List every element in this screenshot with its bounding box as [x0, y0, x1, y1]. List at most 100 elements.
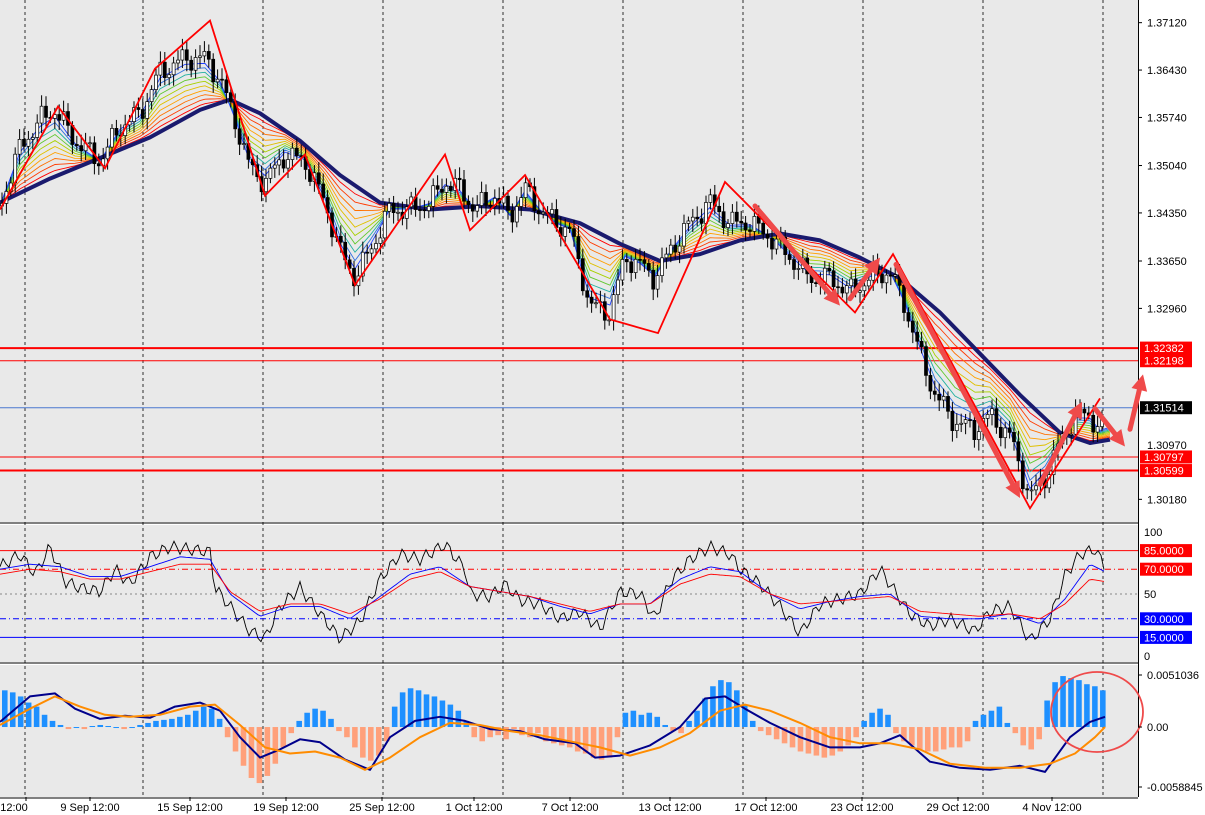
- candle-bullish: [426, 206, 431, 211]
- candle-bearish: [435, 185, 440, 190]
- macd-histogram-bar: [248, 727, 255, 778]
- trend-arrow-shaft: [893, 261, 1015, 487]
- candle-bearish: [1020, 460, 1025, 490]
- candle-bullish: [866, 279, 871, 287]
- price-level-tag-label: 1.30797: [1144, 452, 1184, 464]
- stochastic-level-tag: [1140, 630, 1192, 644]
- candle-bullish: [360, 251, 365, 277]
- candle-bearish: [827, 267, 832, 272]
- candle-bullish: [594, 302, 598, 305]
- candle-bearish: [457, 177, 462, 181]
- stochastic-level-tag: [1140, 562, 1192, 576]
- candle-bearish: [162, 61, 167, 78]
- candle-bullish: [633, 258, 638, 273]
- candle-bullish: [268, 167, 273, 179]
- macd-histogram-bar: [192, 710, 199, 728]
- candle-bearish: [765, 233, 770, 239]
- candle-bullish: [149, 89, 154, 103]
- candle-bullish: [550, 209, 554, 215]
- time-axis-label: 13 Oct 12:00: [639, 802, 702, 814]
- price-level-tag-label: 1.32198: [1144, 356, 1184, 368]
- macd-histogram-bar: [893, 727, 899, 734]
- candle-bullish: [849, 278, 854, 287]
- macd-histogram-bar: [503, 727, 509, 740]
- candle-bearish: [488, 204, 493, 207]
- macd-histogram-bar: [1020, 727, 1027, 746]
- candle-bullish: [26, 138, 31, 147]
- candle-bearish: [440, 188, 444, 193]
- macd-histogram-bar: [57, 724, 64, 728]
- macd-histogram-bar: [399, 692, 406, 728]
- macd-histogram-bar: [861, 720, 867, 728]
- stochastic-panel-bg: [0, 525, 1138, 662]
- macd-histogram-bar: [909, 727, 915, 746]
- macd-histogram-bar: [264, 727, 271, 776]
- candle-bullish: [752, 216, 757, 232]
- candle-bullish: [514, 206, 519, 223]
- price-level-tag-label: 1.31514: [1144, 403, 1184, 415]
- macd-histogram-bar: [614, 727, 621, 738]
- trend-arrow-head: [1005, 480, 1020, 498]
- candle-bearish: [136, 107, 141, 110]
- candle-bullish: [444, 185, 449, 193]
- price-tick-label: 1.30180: [1147, 494, 1187, 506]
- candle-bullish: [563, 226, 568, 237]
- candle-bearish: [506, 195, 510, 211]
- candle-bearish: [422, 209, 427, 212]
- candle-bullish: [954, 423, 959, 431]
- candle-bearish: [338, 236, 343, 243]
- candle-bullish: [88, 142, 92, 145]
- candle-bullish: [985, 414, 990, 419]
- candle-bearish: [906, 312, 911, 322]
- candle-bullish: [145, 101, 150, 119]
- macd-histogram-bar: [17, 696, 24, 728]
- candle-bullish: [167, 74, 172, 78]
- candle-bullish: [13, 153, 18, 184]
- macd-histogram-bar: [622, 712, 629, 728]
- macd-histogram-bar: [980, 714, 987, 728]
- macd-histogram-bar: [288, 727, 295, 734]
- macd-histogram-bar: [1028, 727, 1035, 750]
- candle-bullish: [1069, 433, 1074, 436]
- candle-bullish: [976, 431, 981, 440]
- candle-bullish: [431, 185, 436, 207]
- candle-bullish: [730, 211, 735, 224]
- macd-histogram-bar: [749, 720, 756, 728]
- candle-bearish: [638, 258, 642, 261]
- candle-bearish: [787, 254, 792, 260]
- candle-bearish: [347, 259, 352, 269]
- macd-histogram-bar: [765, 727, 772, 736]
- macd-histogram-bar: [9, 692, 16, 728]
- macd-histogram-bar: [320, 710, 326, 728]
- price-tick-label: 1.32960: [1147, 303, 1187, 315]
- macd-histogram-bar: [161, 719, 167, 728]
- candle-bearish: [919, 340, 924, 348]
- macd-histogram-bar: [232, 727, 239, 752]
- candle-bearish: [968, 419, 972, 421]
- macd-histogram-bar: [797, 727, 804, 752]
- macd-histogram-bar: [527, 727, 533, 738]
- macd-histogram-bar: [240, 727, 247, 766]
- stochastic-level-tag-label: 70.0000: [1144, 564, 1184, 576]
- stochastic-level-tag-label: 30.0000: [1144, 614, 1184, 626]
- candle-bullish: [959, 422, 964, 425]
- macd-histogram-bar: [741, 704, 748, 728]
- candle-bearish: [624, 259, 629, 263]
- macd-histogram-bar: [845, 727, 851, 746]
- macd-histogram-bar: [415, 690, 422, 728]
- macd-histogram-bar: [638, 714, 645, 728]
- time-axis-label: 12:00: [0, 802, 28, 814]
- candle-bearish: [1016, 441, 1021, 462]
- candle-bearish: [699, 218, 704, 224]
- candle-bullish: [963, 419, 968, 424]
- price-tick-label: 1.34350: [1147, 208, 1187, 220]
- candle-bearish: [576, 236, 581, 260]
- candle-bearish: [910, 320, 915, 333]
- candle-bullish: [844, 285, 849, 294]
- macd-histogram-bar: [344, 727, 350, 738]
- trend-arrow-shaft: [752, 203, 833, 296]
- candle-bearish: [646, 263, 651, 271]
- candle-bearish: [1082, 408, 1087, 414]
- price-panel-bg: [0, 0, 1138, 522]
